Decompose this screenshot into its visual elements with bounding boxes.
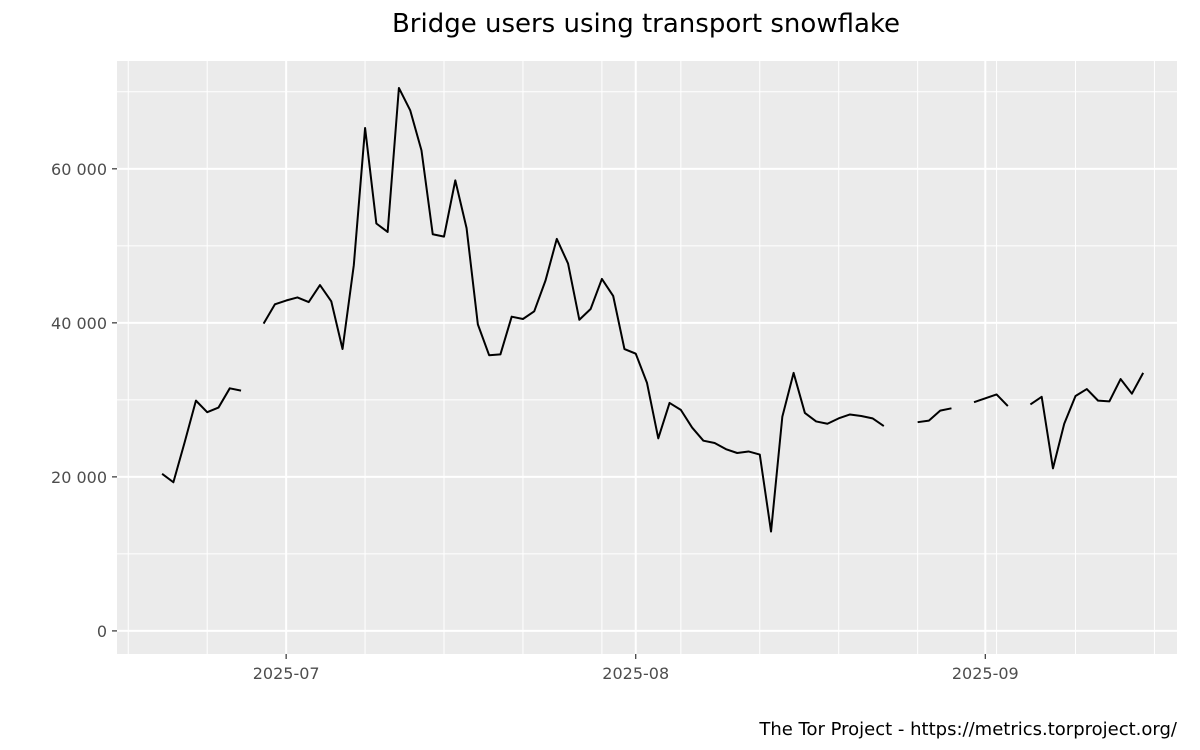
series-line-segment <box>1029 372 1145 470</box>
x-tick-label: 2025-07 <box>253 664 320 683</box>
series-line-segment <box>973 393 1009 407</box>
y-tick-label: 40 000 <box>51 314 107 333</box>
y-tick-label: 60 000 <box>51 160 107 179</box>
x-tick-label: 2025-09 <box>952 664 1019 683</box>
series-line-segment <box>917 407 952 424</box>
series-line-group <box>161 86 1145 533</box>
y-tick-label: 20 000 <box>51 468 107 487</box>
chart-title: Bridge users using transport snowflake <box>392 9 900 39</box>
series-line-segment <box>262 86 885 533</box>
plot-panel <box>117 61 1177 654</box>
series-line-segment <box>161 387 242 484</box>
x-tick-label: 2025-08 <box>602 664 669 683</box>
grid-lines <box>117 61 1177 654</box>
chart-caption: The Tor Project - https://metrics.torpro… <box>758 719 1178 740</box>
y-tick-label: 0 <box>97 622 107 641</box>
axes: 0 20 000 40 000 60 000 2025-07 2025-08 2025-09 <box>51 160 1019 683</box>
